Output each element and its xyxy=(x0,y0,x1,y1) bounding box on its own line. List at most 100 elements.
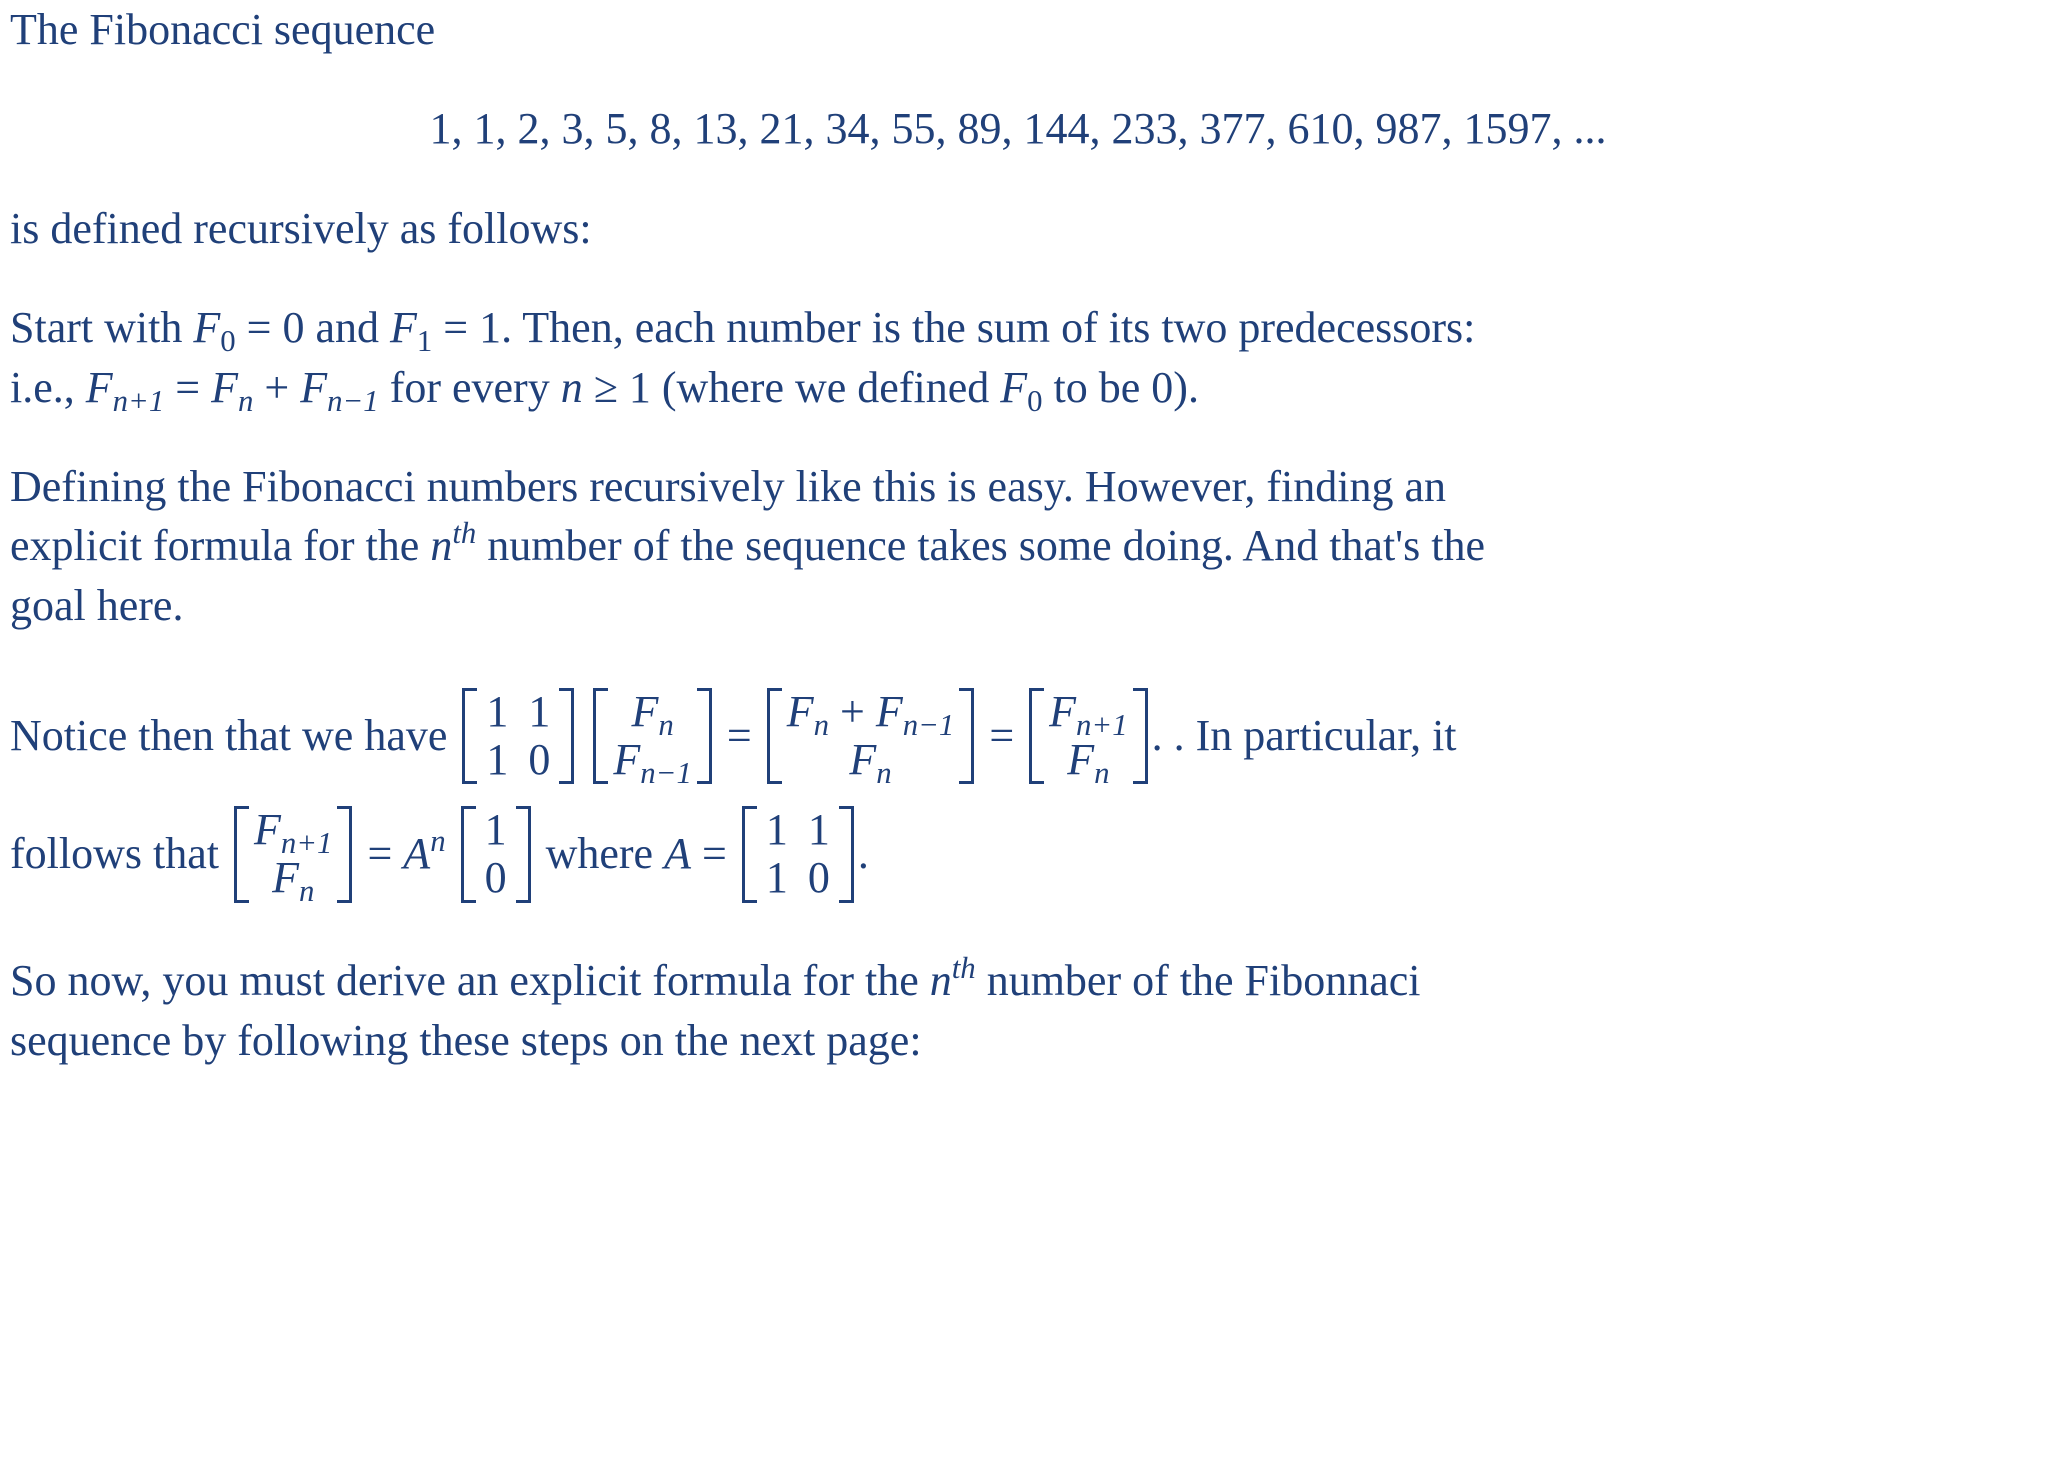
ie-text: i.e., xyxy=(10,363,86,412)
m-a22: 0 xyxy=(798,854,840,902)
v-fn1b-r2: Fn xyxy=(266,854,320,902)
title-line: The Fibonacci sequence xyxy=(10,0,2026,59)
v10-r1: 1 xyxy=(475,806,517,854)
sym-F: F xyxy=(876,687,903,736)
vector-10: 1 0 xyxy=(461,806,531,903)
subscript-n: n xyxy=(238,384,253,418)
eq-sign: = xyxy=(702,797,727,911)
sub-n: n xyxy=(876,756,891,790)
plus-sign: + xyxy=(253,363,300,412)
superscript-n: n xyxy=(430,824,445,858)
eq-sign: = xyxy=(367,797,392,911)
symbol-A: A xyxy=(664,797,691,911)
symbol-F: F xyxy=(193,303,220,352)
symbol-F: F xyxy=(86,363,113,412)
sym-F: F xyxy=(1049,687,1076,736)
symbol-F: F xyxy=(300,363,327,412)
exp-line-2a: explicit formula for the xyxy=(10,521,430,570)
A-power-n: An xyxy=(403,797,445,911)
vector-Fn: Fn Fn−1 xyxy=(593,688,711,785)
sym-F: F xyxy=(272,853,299,902)
defined-line: is defined recursively as follows: xyxy=(10,199,2026,258)
v-fn-r2: Fn−1 xyxy=(607,736,697,784)
m-a22: 0 xyxy=(518,736,560,784)
sym-F: F xyxy=(254,805,281,854)
subscript-1: 1 xyxy=(417,324,432,358)
subscript-np1: n+1 xyxy=(113,384,165,418)
subscript-nm1: n−1 xyxy=(327,384,379,418)
symbol-F: F xyxy=(390,303,417,352)
exp-line-2: explicit formula for the nth number of t… xyxy=(10,516,2026,575)
v-sum-r1: Fn + Fn−1 xyxy=(781,688,961,736)
exp-line-1: Defining the Fibonacci numbers recursive… xyxy=(10,457,2026,516)
period: . xyxy=(1152,679,1163,793)
explanation-paragraph: Defining the Fibonacci numbers recursive… xyxy=(10,457,2026,635)
m-a21: 1 xyxy=(476,736,518,784)
sub-nm1: n−1 xyxy=(903,708,955,742)
sub-n: n xyxy=(299,874,314,908)
matrix-paragraph: Notice then that we have 11 10 Fn Fn−1 =… xyxy=(10,675,2026,911)
period: . xyxy=(858,797,869,911)
matrix-line-2: follows that Fn+1 Fn = An 1 0 where A = … xyxy=(10,793,2026,911)
v-fn1b-r1: Fn+1 xyxy=(248,806,338,854)
recursive-line-2: i.e., Fn+1 = Fn + Fn−1 for every n ≥ 1 (… xyxy=(10,358,2026,417)
recursive-definition: Start with F0 = 0 and F1 = 1. Then, each… xyxy=(10,298,2026,417)
follows-text: follows that xyxy=(10,797,219,911)
eq-1-tail: = 1. Then, each number is the sum of its… xyxy=(432,303,1475,352)
and-text: and xyxy=(304,303,390,352)
symbol-n: n xyxy=(430,521,452,570)
v-sum-r2: Fn xyxy=(843,736,897,784)
m-a11: 1 xyxy=(476,688,518,736)
eq-sign: = xyxy=(164,363,211,412)
defined-text: is defined recursively as follows: xyxy=(10,204,592,253)
symbol-n: n xyxy=(930,956,952,1005)
title-text: The Fibonacci sequence xyxy=(10,5,435,54)
eq-sign: = xyxy=(727,679,752,793)
start-with-text: Start with xyxy=(10,303,193,352)
to-be-0: to be 0). xyxy=(1043,363,1199,412)
notice-text: Notice then that we have xyxy=(10,679,447,793)
v-fn1-r1: Fn+1 xyxy=(1043,688,1133,736)
sym-F: F xyxy=(613,735,640,784)
m-a21: 1 xyxy=(756,854,798,902)
matrix-A: 11 10 xyxy=(462,688,574,785)
recursive-line-1: Start with F0 = 0 and F1 = 1. Then, each… xyxy=(10,298,2026,357)
symbol-A: A xyxy=(403,829,430,878)
v-fn1-r2: Fn xyxy=(1061,736,1115,784)
for-every-text: for every xyxy=(379,363,561,412)
so-now-a: So now, you must derive an explicit form… xyxy=(10,956,930,1005)
matrix-A-def: 11 10 xyxy=(742,806,854,903)
fibonacci-sequence: 1, 1, 2, 3, 5, 8, 13, 21, 34, 55, 89, 14… xyxy=(10,99,2026,158)
so-now-line-2: sequence by following these steps on the… xyxy=(10,1011,2026,1070)
subscript-0: 0 xyxy=(220,324,235,358)
sym-F: F xyxy=(787,687,814,736)
superscript-th: th xyxy=(452,516,476,550)
sym-F: F xyxy=(849,735,876,784)
symbol-F: F xyxy=(1000,363,1027,412)
sym-F: F xyxy=(631,687,658,736)
m-a12: 1 xyxy=(518,688,560,736)
vector-Fn1: Fn+1 Fn xyxy=(1029,688,1147,785)
vector-Fn1-b: Fn+1 Fn xyxy=(234,806,352,903)
subscript-0: 0 xyxy=(1027,384,1042,418)
so-now-b: number of the Fibonnaci xyxy=(976,956,1421,1005)
exp-line-3: goal here. xyxy=(10,576,2026,635)
in-particular-text: . In particular, it xyxy=(1174,679,1457,793)
sub-nm1: n−1 xyxy=(640,756,692,790)
sequence-text: 1, 1, 2, 3, 5, 8, 13, 21, 34, 55, 89, 14… xyxy=(430,104,1607,153)
so-now-paragraph: So now, you must derive an explicit form… xyxy=(10,951,2026,1070)
symbol-F: F xyxy=(211,363,238,412)
vector-sum: Fn + Fn−1 Fn xyxy=(767,688,975,785)
so-now-line-1: So now, you must derive an explicit form… xyxy=(10,951,2026,1010)
where-text: where xyxy=(546,797,654,911)
v10-r2: 0 xyxy=(475,854,517,902)
superscript-th: th xyxy=(952,951,976,985)
v-fn-r1: Fn xyxy=(625,688,679,736)
m-a12: 1 xyxy=(798,806,840,854)
matrix-line-1: Notice then that we have 11 10 Fn Fn−1 =… xyxy=(10,675,2026,793)
m-a11: 1 xyxy=(756,806,798,854)
eq-0: = 0 xyxy=(236,303,305,352)
plus-sign: + xyxy=(829,687,876,736)
symbol-n: n xyxy=(561,363,583,412)
geq1-text: ≥ 1 (where we defined xyxy=(583,363,1001,412)
